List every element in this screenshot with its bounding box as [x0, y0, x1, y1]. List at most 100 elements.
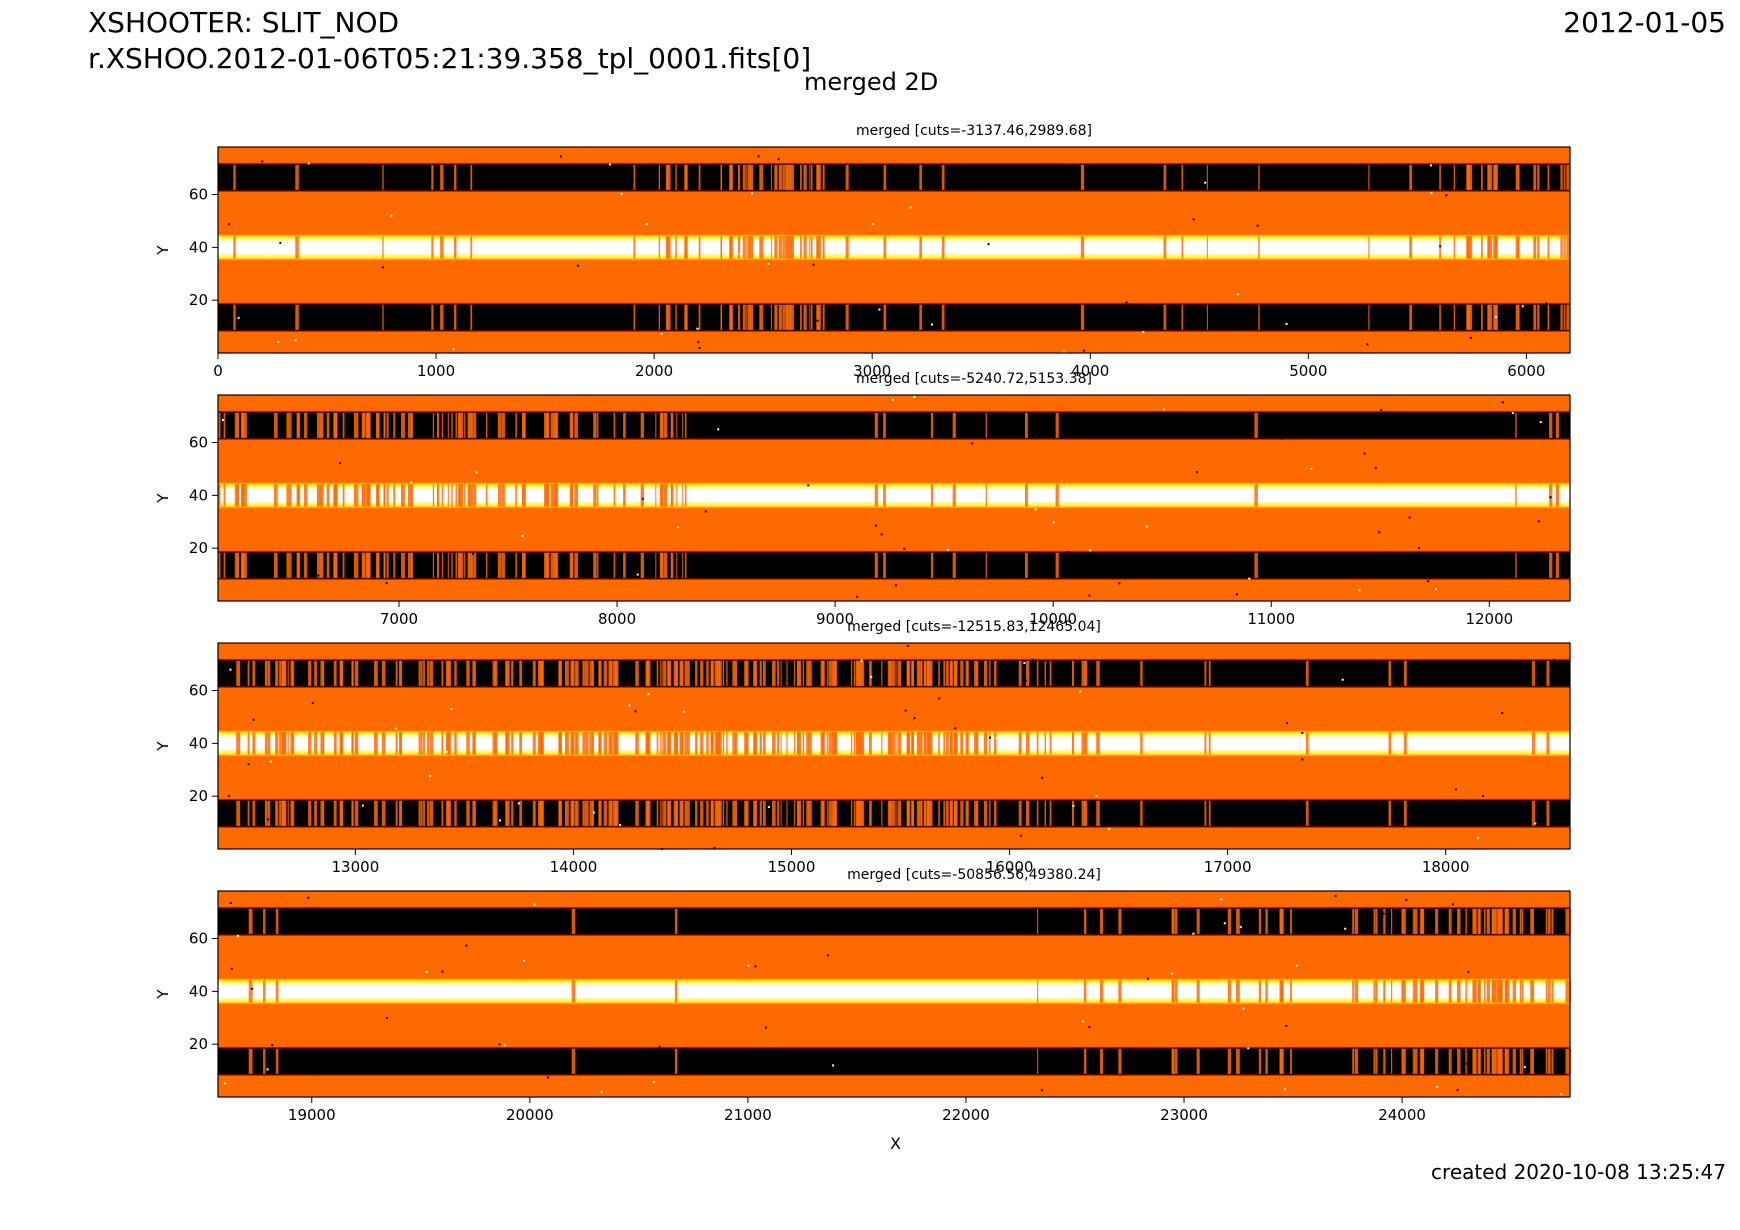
absorption-gap	[365, 552, 369, 578]
absorption-gap	[497, 552, 502, 578]
absorption-gap	[320, 800, 325, 826]
lower-negative-trace	[218, 1046, 1570, 1076]
absorption-gap	[522, 552, 524, 578]
absorption-gap	[264, 660, 268, 686]
absorption-gap	[1566, 164, 1570, 190]
y-axis-label: Y	[154, 245, 172, 256]
absorption-gap	[759, 304, 764, 330]
absorption-gap	[287, 660, 289, 686]
absorption-gap	[290, 732, 294, 755]
absorption-gap	[468, 552, 472, 578]
noise-pixel	[229, 668, 232, 671]
noise-pixel	[636, 573, 639, 576]
noise-pixel	[1434, 588, 1437, 591]
absorption-gap	[550, 484, 554, 507]
absorption-gap	[297, 484, 299, 507]
panel-frame	[217, 890, 1571, 1098]
noise-pixel	[658, 1045, 661, 1048]
absorption-gap	[292, 732, 295, 755]
absorption-gap	[1084, 732, 1088, 755]
absorption-gap	[1118, 908, 1122, 934]
absorption-gap	[515, 484, 517, 507]
noise-pixel	[1066, 551, 1069, 554]
noise-pixel	[1330, 499, 1333, 502]
absorption-gap	[316, 484, 320, 507]
absorption-gap	[1204, 660, 1207, 686]
absorption-gap	[663, 412, 668, 438]
absorption-gap	[375, 412, 380, 438]
absorption-gap	[537, 732, 542, 755]
absorption-gap	[1352, 980, 1355, 1003]
absorption-gap	[1473, 980, 1477, 1003]
absorption-gap	[597, 412, 599, 438]
absorption-gap	[308, 732, 312, 755]
absorption-gap	[711, 660, 714, 686]
absorption-gap	[1504, 980, 1508, 1003]
absorption-gap	[564, 732, 569, 755]
absorption-gap	[802, 800, 805, 826]
noise-pixel	[322, 165, 325, 168]
y-tick-label: 40	[189, 734, 208, 752]
y-tick-label: 20	[189, 787, 208, 805]
noise-pixel	[1072, 804, 1075, 807]
absorption-gap	[809, 164, 811, 190]
absorption-gap	[1565, 1048, 1570, 1074]
noise-pixel	[1426, 912, 1429, 915]
absorption-gap	[441, 660, 444, 686]
absorption-gap	[461, 412, 464, 438]
absorption-gap	[1492, 980, 1497, 1003]
absorption-gap	[1492, 908, 1497, 934]
absorption-gap	[1055, 484, 1059, 507]
absorption-gap	[658, 236, 661, 259]
absorption-gap	[685, 304, 688, 330]
absorption-gap	[682, 552, 684, 578]
absorption-gap	[950, 800, 953, 826]
absorption-gap	[1024, 412, 1028, 438]
absorption-gap	[1546, 800, 1550, 826]
absorption-gap	[1254, 552, 1258, 578]
absorption-gap	[381, 732, 386, 755]
x-tick-label: 5000	[1289, 362, 1327, 380]
absorption-gap	[1468, 304, 1473, 330]
absorption-gap	[1435, 1048, 1439, 1074]
absorption-gap	[674, 980, 678, 1003]
noise-pixel	[1247, 1047, 1250, 1050]
absorption-gap	[732, 660, 737, 686]
absorption-gap	[1025, 660, 1030, 686]
absorption-gap	[1254, 484, 1258, 507]
noise-pixel	[255, 817, 258, 820]
y-axis-label: Y	[154, 741, 172, 752]
absorption-gap	[241, 552, 245, 578]
absorption-gap	[613, 484, 616, 507]
absorption-gap	[497, 484, 502, 507]
absorption-gap	[1533, 236, 1537, 259]
absorption-gap	[454, 800, 457, 826]
noise-pixel	[1248, 577, 1251, 580]
absorption-gap	[1545, 980, 1548, 1003]
absorption-gap	[1100, 980, 1104, 1003]
absorption-gap	[660, 552, 664, 578]
absorption-gap	[1545, 908, 1548, 934]
absorption-gap	[279, 732, 282, 755]
y-tick-label: 20	[189, 539, 208, 557]
absorption-gap	[976, 660, 979, 686]
absorption-gap	[470, 164, 473, 190]
absorption-gap	[436, 412, 440, 438]
noise-pixel	[450, 708, 453, 711]
absorption-gap	[473, 552, 477, 578]
absorption-gap	[540, 800, 544, 826]
absorption-gap	[264, 800, 268, 826]
absorption-gap	[515, 552, 517, 578]
absorption-gap	[726, 732, 728, 755]
absorption-gap	[1555, 552, 1559, 578]
absorption-gap	[431, 236, 434, 259]
absorption-gap	[667, 660, 671, 686]
absorption-gap	[1258, 164, 1260, 190]
absorption-gap	[953, 800, 958, 826]
x-tick-label: 8000	[598, 610, 636, 628]
absorption-gap	[420, 732, 423, 755]
absorption-gap	[401, 552, 403, 578]
absorption-gap	[1439, 304, 1441, 330]
absorption-gap	[820, 732, 824, 755]
absorption-gap	[1551, 1048, 1554, 1074]
